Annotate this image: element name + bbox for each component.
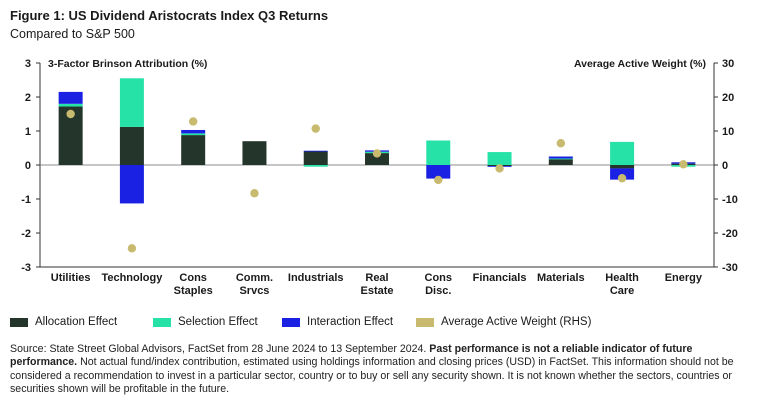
source-note: Source: State Street Global Advisors, Fa… bbox=[10, 343, 748, 396]
active-weight-dot bbox=[617, 174, 627, 183]
active-weight-dot bbox=[434, 175, 443, 185]
bar-interaction-effect bbox=[426, 165, 451, 179]
selection-swatch bbox=[153, 317, 171, 327]
legend-allocation: Allocation Effect bbox=[10, 316, 117, 328]
bar-interaction-effect bbox=[303, 150, 328, 152]
figure-subtitle: Compared to S&P 500 bbox=[10, 27, 135, 41]
right-tick-label: 30 bbox=[722, 58, 734, 70]
bar-interaction-effect bbox=[58, 91, 83, 104]
bar-selection-effect bbox=[426, 140, 451, 165]
category-label: Cons bbox=[179, 272, 207, 284]
legend-allocation-label: Allocation Effect bbox=[35, 316, 118, 328]
category-label: Srvcs bbox=[239, 285, 269, 297]
right-tick-label: -20 bbox=[722, 228, 738, 240]
left-axis-title: 3-Factor Brinson Attribution (%) bbox=[48, 58, 207, 70]
category-label: Cons bbox=[425, 272, 453, 284]
category-label: Real bbox=[365, 272, 388, 284]
source-text-1: Source: State Street Global Advisors, Fa… bbox=[10, 343, 430, 355]
legend-selection-label: Selection Effect bbox=[178, 316, 258, 328]
category-label: Energy bbox=[665, 272, 703, 284]
bar-interaction-effect bbox=[610, 168, 635, 180]
left-tick-label: -1 bbox=[21, 194, 31, 206]
bar-selection-effect bbox=[548, 158, 573, 160]
legend-weight-label: Average Active Weight (RHS) bbox=[441, 316, 592, 328]
legend-selection: Selection Effect bbox=[153, 316, 258, 328]
active-weight-dot bbox=[556, 139, 566, 148]
bar-selection-effect bbox=[303, 165, 328, 167]
bar-interaction-effect bbox=[548, 156, 573, 159]
bar-selection-effect bbox=[58, 103, 83, 107]
bar-interaction-effect bbox=[181, 129, 206, 134]
attribution-chart: 3-Factor Brinson Attribution (%) Average … bbox=[21, 58, 738, 297]
right-tick-label: 10 bbox=[722, 126, 734, 138]
active-weight-dot bbox=[679, 160, 688, 169]
allocation-swatch bbox=[10, 317, 28, 327]
legend-weight: Average Active Weight (RHS) bbox=[416, 316, 591, 328]
bar-allocation-effect bbox=[119, 126, 144, 165]
right-tick-label: 20 bbox=[722, 92, 734, 104]
category-label: Comm. bbox=[236, 272, 273, 284]
active-weight-dot bbox=[250, 189, 259, 198]
bar-interaction-effect bbox=[119, 165, 144, 204]
left-tick-label: 3 bbox=[25, 58, 31, 70]
left-tick-label: 2 bbox=[25, 92, 31, 104]
source-text-2: Not actual fund/index contribution, esti… bbox=[10, 356, 734, 395]
bar-selection-effect bbox=[610, 141, 635, 165]
figure-title: Figure 1: US Dividend Aristocrats Index … bbox=[10, 8, 329, 23]
weight-swatch bbox=[416, 317, 434, 327]
category-label: Materials bbox=[537, 272, 585, 284]
bar-selection-effect bbox=[119, 78, 144, 127]
right-tick-label: -10 bbox=[722, 194, 738, 206]
left-tick-label: 0 bbox=[25, 160, 31, 172]
bar-allocation-effect bbox=[365, 153, 389, 165]
bar-selection-effect bbox=[487, 152, 512, 165]
left-tick-label: -2 bbox=[21, 228, 31, 240]
left-tick-label: -3 bbox=[21, 262, 31, 274]
bar-allocation-effect bbox=[242, 141, 267, 165]
category-label: Staples bbox=[174, 285, 213, 297]
active-weight-dot bbox=[311, 124, 320, 133]
category-label: Financials bbox=[473, 272, 527, 284]
source-disclaimer-bold: Past performance is not a reliable indic… bbox=[10, 343, 693, 369]
right-tick-label: 0 bbox=[722, 160, 728, 172]
legend-interaction-label: Interaction Effect bbox=[307, 316, 394, 328]
category-label: Estate bbox=[360, 285, 393, 297]
interaction-swatch bbox=[282, 317, 300, 327]
category-label: Health bbox=[605, 272, 639, 284]
bar-allocation-effect bbox=[610, 165, 635, 169]
active-weight-dot bbox=[66, 109, 75, 119]
right-axis-title: Average Active Weight (%) bbox=[574, 58, 706, 70]
active-weight-dot bbox=[372, 149, 382, 158]
category-label: Disc. bbox=[425, 285, 451, 297]
active-weight-dot bbox=[495, 164, 504, 173]
category-label: Industrials bbox=[288, 272, 344, 284]
legend-interaction: Interaction Effect bbox=[282, 316, 393, 328]
category-label: Utilities bbox=[51, 272, 91, 284]
bar-allocation-effect bbox=[548, 159, 573, 165]
bar-allocation-effect bbox=[303, 151, 328, 165]
active-weight-dot bbox=[188, 117, 198, 126]
left-tick-label: 1 bbox=[25, 126, 31, 138]
category-label: Technology bbox=[101, 272, 163, 284]
bar-allocation-effect bbox=[181, 135, 206, 165]
bar-selection-effect bbox=[181, 133, 206, 136]
active-weight-dot bbox=[127, 244, 137, 253]
chart-legend: Allocation Effect Selection Effect Inter… bbox=[10, 316, 750, 332]
category-label: Care bbox=[610, 285, 634, 297]
right-tick-label: -30 bbox=[722, 262, 738, 274]
